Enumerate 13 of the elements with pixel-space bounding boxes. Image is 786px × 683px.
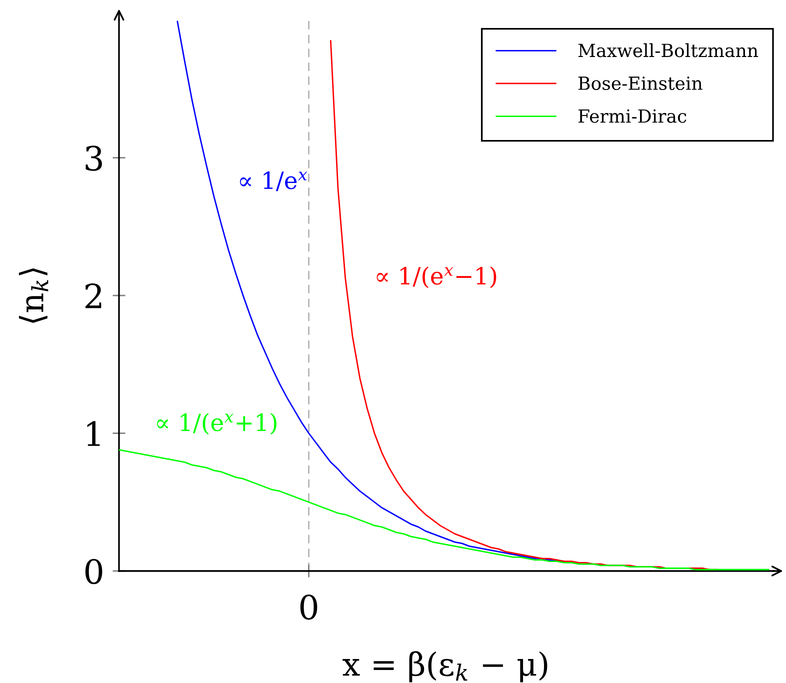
annotation: ∝ 1/(e$^{x}$+1) <box>157 413 276 435</box>
y-axis-title: ⟨n$_{k}$⟩ <box>18 268 48 323</box>
legend-label: Maxwell-Boltzmann <box>578 43 758 58</box>
legend-label: Fermi-Dirac <box>578 109 686 123</box>
y-tick-label: 3 <box>86 146 102 171</box>
y-tick-label: 2 <box>85 283 102 308</box>
line-series <box>119 449 770 570</box>
legend-label: Bose-Einstein <box>578 76 702 90</box>
x-axis-title: x = β(ε$_{k}$ − μ) <box>342 651 548 682</box>
y-tick-label: 0 <box>85 558 102 584</box>
annotation: ∝ 1/e$^{x}$ <box>240 171 308 192</box>
y-tick-label: 1 <box>87 421 100 446</box>
annotation: ∝ 1/(e$^{x}$−1) <box>376 266 496 288</box>
